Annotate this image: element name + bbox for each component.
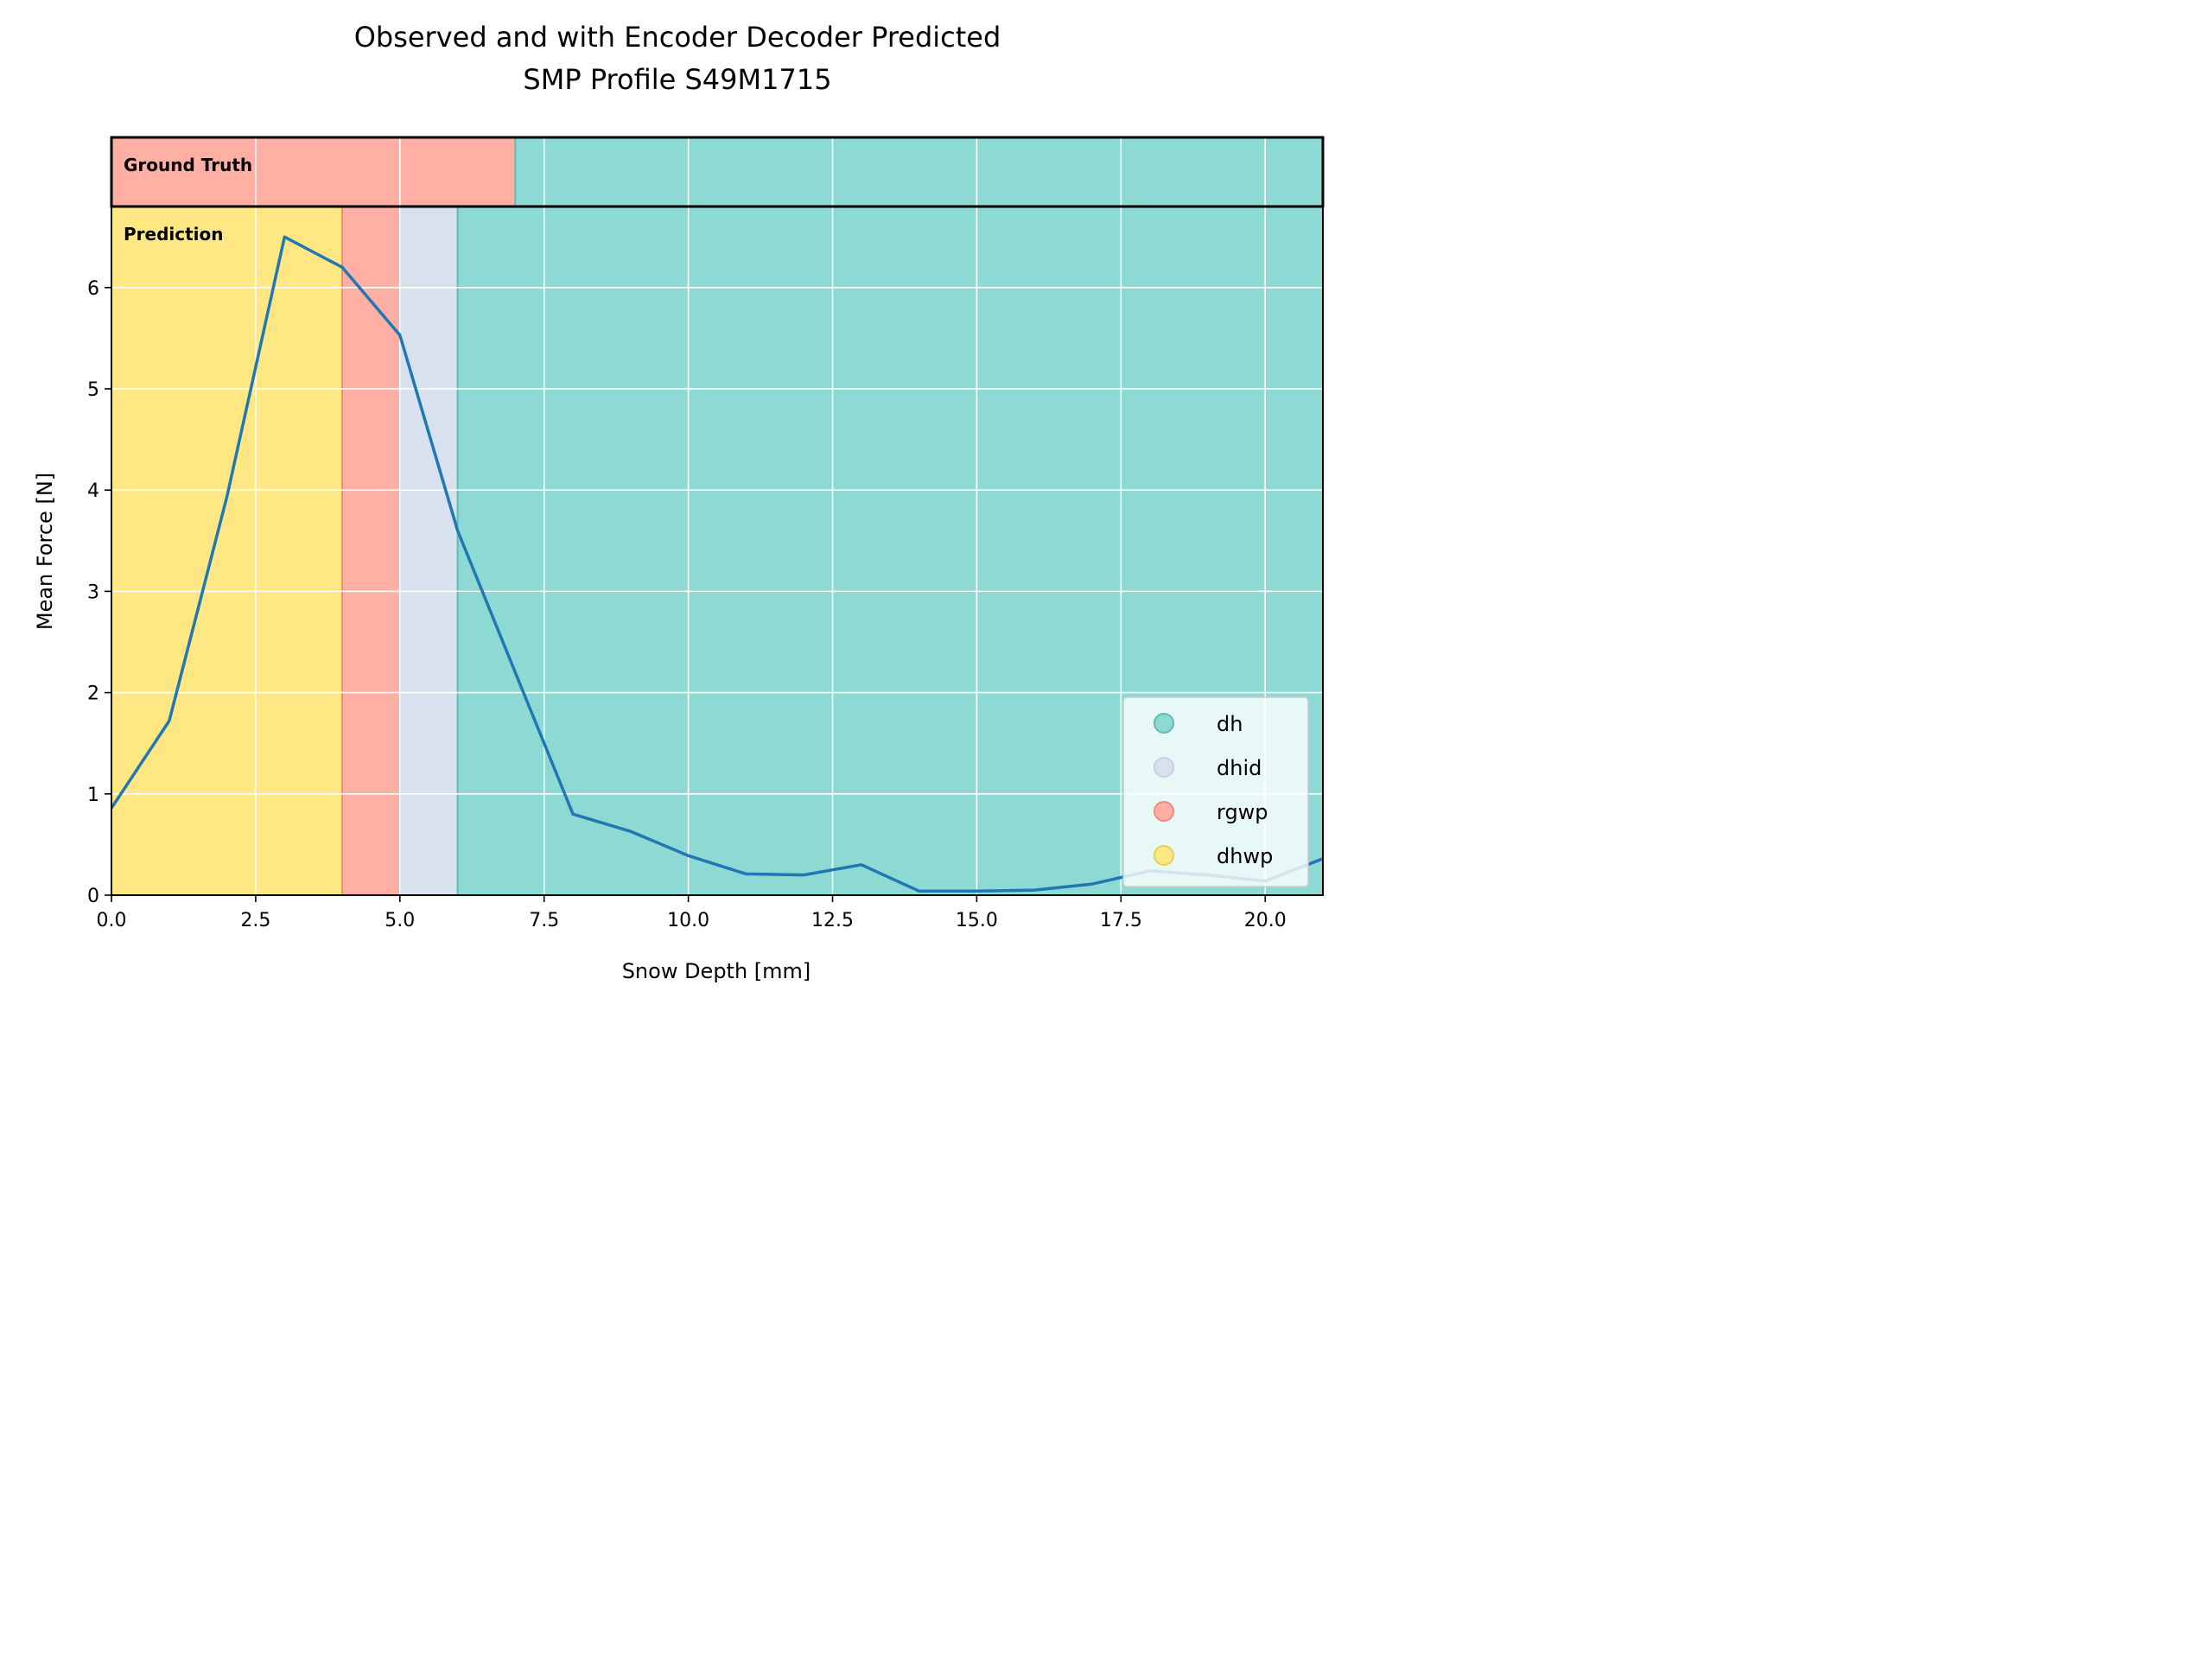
legend-label-dhwp: dhwp: [1217, 844, 1273, 868]
chart: Observed and with Encoder Decoder Predic…: [33, 21, 1325, 983]
x-tick-label: 15.0: [956, 910, 998, 931]
x-tick-label: 12.5: [811, 910, 854, 931]
y-axis-label: Mean Force [N]: [33, 473, 57, 630]
ground-truth-axes-frame: [110, 136, 1325, 208]
prediction-band-dhwp: [111, 207, 343, 895]
legend-label-dhid: dhid: [1217, 756, 1262, 780]
axis-ticks: 0.0 2.5 5.0 7.5 10.0 12.5 15.0 17.5 20.0 0 1 2 3 4 5 6: [87, 278, 1287, 931]
x-tick-label: 20.0: [1244, 910, 1287, 931]
y-tick-label: 6: [87, 278, 99, 300]
x-tick-label: 10.0: [667, 910, 709, 931]
series-layer: [110, 235, 1324, 893]
legend-box: [1122, 696, 1309, 887]
legend: dh dhid rgwp dhwp: [1122, 696, 1309, 887]
ground-truth-label: Ground Truth: [124, 155, 252, 175]
prediction-band-dhid: [399, 207, 458, 895]
y-tick-label: 4: [87, 480, 99, 502]
grid-lines: [111, 137, 1323, 895]
y-tick-label: 2: [87, 683, 99, 705]
ground-truth-bands: [111, 137, 1323, 207]
legend-marker-dhwp: [1154, 845, 1174, 866]
legend-label-dh: dh: [1217, 712, 1243, 736]
chart-title: Observed and with Encoder Decoder Predic…: [354, 21, 1001, 54]
chart-subtitle: SMP Profile S49M1715: [523, 63, 831, 96]
prediction-label: Prediction: [124, 224, 224, 245]
series-line: [110, 235, 1324, 893]
axes-frames: [110, 136, 1325, 896]
x-tick-label: 5.0: [385, 910, 415, 931]
legend-marker-dh: [1154, 713, 1174, 734]
ground-truth-band-rgwp: [111, 137, 516, 207]
legend-marker-rgwp: [1154, 801, 1174, 822]
y-tick-label: 3: [87, 582, 99, 603]
y-tick-label: 0: [87, 886, 99, 907]
x-tick-label: 7.5: [529, 910, 559, 931]
ground-truth-band-dh: [515, 137, 1323, 207]
y-tick-label: 5: [87, 379, 99, 401]
legend-marker-dhid: [1154, 757, 1174, 778]
x-axis-label: Snow Depth [mm]: [622, 959, 811, 983]
x-tick-label: 2.5: [240, 910, 270, 931]
y-tick-label: 1: [87, 785, 99, 806]
x-tick-label: 17.5: [1100, 910, 1142, 931]
prediction-band-rgwp: [342, 207, 400, 895]
x-tick-label: 0.0: [97, 910, 127, 931]
legend-label-rgwp: rgwp: [1217, 800, 1268, 824]
